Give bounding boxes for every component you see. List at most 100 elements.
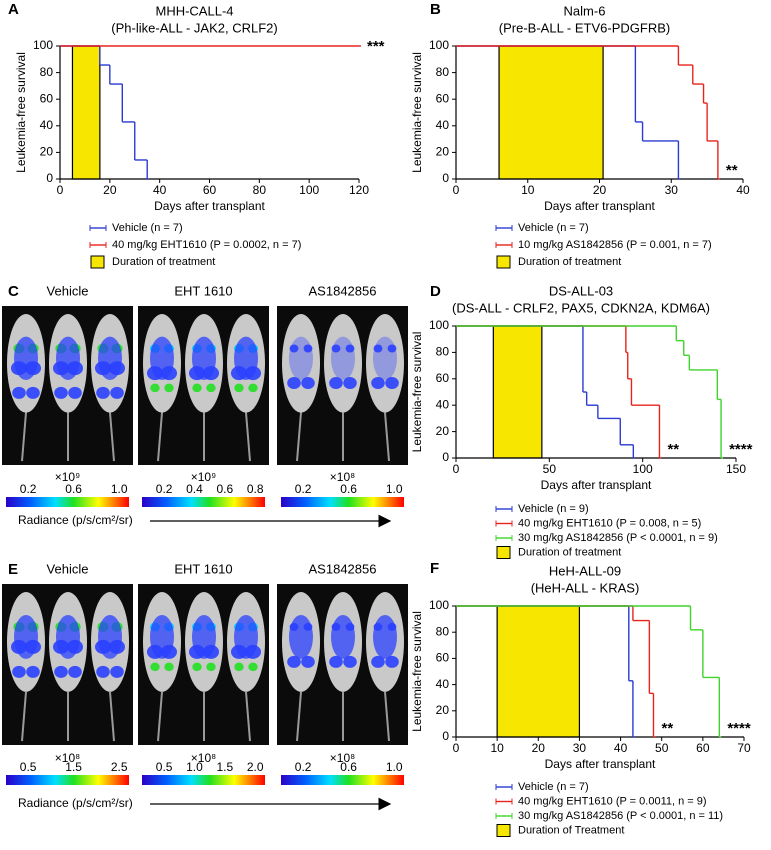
panel-letter: A: [8, 1, 19, 18]
chart-title: Nalm-6: [564, 3, 606, 18]
y-tick-label: 80: [436, 345, 450, 359]
y-tick-label: 0: [442, 171, 449, 185]
signal: [234, 614, 258, 659]
signal: [12, 386, 26, 399]
x-tick-label: 0: [453, 462, 460, 476]
x-tick-label: 40: [614, 741, 628, 755]
signal: [54, 665, 68, 678]
signal: [329, 655, 343, 668]
y-tick-label: 20: [436, 703, 450, 717]
color-bar-tick: 1.0: [186, 760, 203, 774]
x-tick-label: 40: [153, 183, 167, 197]
legend-label: Duration of treatment: [518, 546, 621, 558]
y-tick-label: 60: [436, 91, 450, 105]
x-tick-label: 70: [737, 741, 751, 755]
signal: [192, 336, 216, 381]
panel-letter: D: [430, 283, 441, 300]
signal: [150, 383, 160, 393]
signal: [289, 336, 313, 381]
radiance-label: Radiance (p/s/cm²/sr): [18, 513, 133, 527]
chart-subtitle: (DS-ALL - CRLF2, PAX5, CDKN2A, KDM6A): [452, 300, 710, 315]
y-tick-label: 0: [442, 729, 449, 743]
color-scale-unit: ×10⁹: [55, 470, 81, 484]
signal: [373, 344, 383, 353]
mouse-tail: [157, 412, 163, 462]
legend-label: 40 mg/kg EHT1610 (P = 0.0011, n = 9): [518, 795, 707, 807]
signal: [206, 662, 216, 672]
x-tick-label: 100: [299, 183, 319, 197]
panel-letter: C: [8, 283, 19, 300]
legend-label: 10 mg/kg AS1842856 (P = 0.001, n = 7): [518, 239, 712, 251]
panel-letter: E: [8, 561, 18, 578]
legend-label: Vehicle (n = 9): [518, 503, 589, 515]
legend-label: Vehicle (n = 7): [112, 222, 183, 234]
signal: [385, 655, 399, 668]
y-tick-label: 100: [33, 38, 53, 52]
signal: [98, 614, 122, 659]
color-bar-tick: 1.0: [111, 482, 128, 496]
signal: [343, 655, 357, 668]
color-bar-tick: 2.5: [111, 760, 128, 774]
y-axis-label: Leukemia-free survival: [410, 52, 424, 173]
color-bar-tick: 0.5: [20, 760, 37, 774]
signal: [289, 614, 313, 659]
signal: [301, 655, 315, 668]
signal: [248, 662, 258, 672]
legend-swatch: [496, 546, 511, 559]
color-bar-tick: 1.5: [65, 760, 82, 774]
y-tick-label: 0: [442, 450, 449, 464]
y-tick-label: 100: [429, 598, 449, 612]
signal: [289, 344, 299, 353]
y-axis-label: Leukemia-free survival: [410, 611, 424, 732]
image-title: AS1842856: [309, 283, 377, 298]
x-tick-label: 150: [726, 462, 746, 476]
y-tick-label: 60: [436, 371, 450, 385]
color-bar-tick: 1.5: [216, 760, 233, 774]
color-bar-tick: 0.2: [295, 482, 312, 496]
signal: [164, 383, 174, 393]
signal: [234, 336, 258, 381]
chart-subtitle: (Pre-B-ALL - ETV6-PDGFRB): [499, 20, 670, 35]
x-tick-label: 10: [490, 741, 504, 755]
mouse-tail: [296, 691, 302, 742]
y-tick-label: 40: [436, 397, 450, 411]
y-tick-label: 40: [436, 677, 450, 691]
signal: [206, 383, 216, 393]
color-scale-unit: ×10⁸: [330, 470, 355, 484]
legend-label: 30 mg/kg AS1842856 (P < 0.0001, n = 11): [518, 810, 723, 822]
significance: ****: [727, 720, 751, 737]
x-tick-label: 80: [253, 183, 267, 197]
signal: [56, 614, 80, 659]
panel-letter: F: [430, 560, 439, 577]
signal: [303, 344, 313, 353]
x-axis-label: Days after transplant: [544, 199, 655, 213]
color-scale-unit: ×10⁹: [191, 470, 217, 484]
legend-label: Vehicle (n = 7): [518, 222, 589, 234]
signal: [387, 344, 397, 353]
signal: [301, 377, 315, 390]
mouse-tail: [384, 691, 390, 742]
color-bar-tick: 2.0: [247, 760, 264, 774]
color-bar-tick: 0.2: [156, 482, 173, 496]
color-bar: [281, 775, 404, 785]
treatment-box: [498, 45, 604, 180]
signal: [343, 377, 357, 390]
signal: [371, 377, 385, 390]
x-tick-label: 10: [521, 183, 535, 197]
signal: [110, 665, 124, 678]
mouse-tail: [109, 412, 115, 462]
image-title: EHT 1610: [174, 561, 232, 576]
signal: [14, 336, 38, 381]
color-bar-tick: 1.0: [386, 760, 403, 774]
signal: [54, 386, 68, 399]
y-tick-label: 100: [429, 38, 449, 52]
signal: [192, 614, 216, 659]
x-tick-label: 120: [349, 183, 369, 197]
color-bar-tick: 0.2: [20, 482, 37, 496]
color-bar-tick: 0.6: [340, 482, 357, 496]
x-tick-label: 20: [532, 741, 546, 755]
legend-label: Duration of treatment: [112, 256, 215, 268]
y-axis-label: Leukemia-free survival: [14, 52, 28, 173]
y-tick-label: 80: [436, 65, 450, 79]
signal: [192, 383, 202, 393]
